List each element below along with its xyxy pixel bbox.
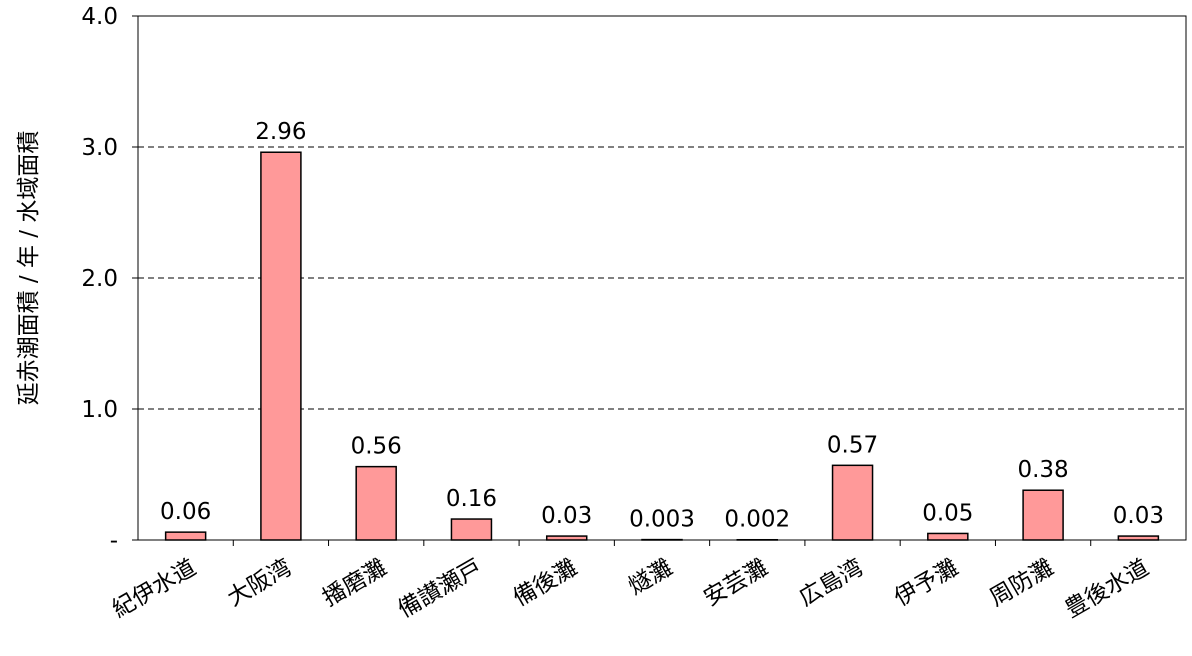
x-axis-ticks	[232, 540, 1092, 546]
y-tick-label: 2.0	[81, 266, 118, 292]
y-tick-label: 3.0	[81, 135, 118, 161]
x-tick-label: 燧灘	[624, 555, 677, 601]
x-tick-label: 備後灘	[509, 555, 582, 612]
bar	[1117, 535, 1160, 541]
bar	[164, 531, 207, 541]
data-label: 0.56	[351, 434, 402, 460]
gridlines	[138, 146, 1186, 410]
y-axis-title: 延赤潮面積 / 年 / 水域面積	[16, 131, 42, 406]
data-label: 0.05	[922, 500, 973, 526]
data-label: 0.03	[1113, 503, 1164, 529]
x-tick-label: 大阪湾	[223, 555, 296, 612]
bar	[355, 465, 397, 541]
data-label: 0.16	[446, 486, 497, 512]
data-label: 2.96	[255, 119, 306, 145]
x-tick-label: 広島湾	[795, 555, 868, 612]
x-tick-label: 播磨灘	[318, 555, 391, 612]
bar	[545, 535, 588, 541]
category-labels: 紀伊水道 大阪湾 播磨灘 備讃瀬戸 備後灘 燧灘 安芸灘 広島湾 伊予灘 周防灘 豊後水道	[108, 555, 1153, 624]
y-axis-ticks: - 1.0 2.0 3.0 4.0	[81, 4, 138, 554]
y-tick-label: 1.0	[81, 397, 118, 423]
data-label: 0.06	[160, 499, 211, 525]
data-label: 0.03	[541, 503, 592, 529]
data-label: 0.57	[827, 432, 878, 458]
x-tick-label: 安芸灘	[700, 555, 773, 612]
data-labels: 0.06 2.96 0.56 0.16 0.03 0.003 0.002 0.57 0.05 0.…	[160, 119, 1164, 532]
x-tick-label: 紀伊水道	[108, 555, 201, 624]
bar	[831, 464, 874, 541]
bar	[260, 151, 302, 541]
bar	[450, 518, 493, 541]
x-tick-label: 伊予灘	[890, 555, 963, 612]
data-label: 0.003	[629, 507, 695, 533]
data-label: 0.38	[1017, 457, 1068, 483]
bar	[1022, 489, 1064, 541]
x-tick-label: 備讃瀬戸	[394, 555, 487, 624]
bar	[927, 532, 969, 541]
y-tick-label: 4.0	[81, 4, 118, 30]
x-tick-label: 周防灘	[985, 555, 1058, 612]
bars	[164, 151, 1160, 541]
data-label: 0.002	[724, 507, 790, 533]
x-tick-label: 豊後水道	[1061, 555, 1154, 624]
y-tick-label: -	[110, 528, 118, 554]
